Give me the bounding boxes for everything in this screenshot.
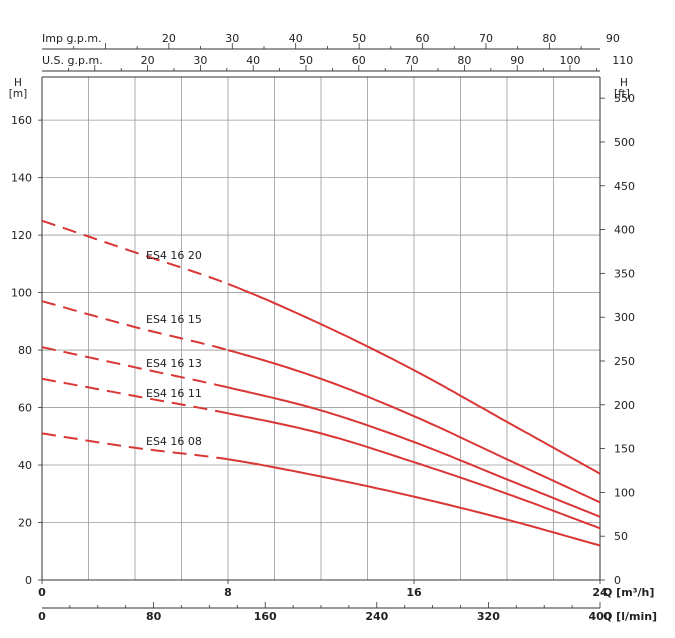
imp-gpm-tick-label: 50	[352, 32, 366, 45]
x-m3h-tick-label: 0	[38, 586, 46, 599]
x-m3h-axis-title: Q [m³/h]	[603, 586, 654, 599]
imp-gpm-tick-label: 40	[289, 32, 303, 45]
us-gpm-tick-label: 60	[352, 54, 366, 67]
right-axis-unit: [ft]	[614, 88, 630, 100]
imp-gpm-tick-label: 20	[162, 32, 176, 45]
us-gpm-tick-label: 40	[246, 54, 260, 67]
y-ft-tick-label: 200	[614, 399, 635, 412]
series-line-dashed-2	[41, 346, 229, 389]
y-m-tick-label: 80	[18, 344, 32, 357]
us-gpm-tick-label: 50	[299, 54, 313, 67]
imp-gpm-tick-label: 60	[416, 32, 430, 45]
y-ft-tick-label: 550	[614, 92, 635, 105]
series-label-1: ES4 16 15	[146, 313, 202, 326]
series-line-dashed-4	[41, 432, 229, 461]
series-label-0: ES4 16 20	[146, 249, 202, 262]
x-m3h-tick-label: 24	[592, 586, 608, 599]
y-ft-tick-label: 400	[614, 224, 635, 237]
us-gpm-tick-label: 110	[612, 54, 633, 67]
imp-gpm-tick-label: 90	[606, 32, 620, 45]
axes	[38, 43, 605, 609]
x-lmin-tick-label: 240	[365, 610, 388, 623]
x-lmin-tick-label: 0	[38, 610, 46, 623]
us-gpm-axis-title: U.S. g.p.m.	[42, 54, 103, 67]
x-lmin-tick-label: 80	[146, 610, 162, 623]
series-labels: ES4 16 20 ES4 16 15 ES4 16 13 ES4 16 11 ES4 …	[146, 249, 202, 448]
series-line-solid-3	[227, 412, 601, 530]
x-lmin-tick-label: 320	[477, 610, 500, 623]
y-ft-tick-label: 250	[614, 355, 635, 368]
y-m-tick-label: 120	[11, 229, 32, 242]
x-lmin-tick-label: 160	[254, 610, 277, 623]
right-axis-title: H	[620, 77, 628, 89]
y-ft-tick-label: 500	[614, 136, 635, 149]
x-lmin-axis-title: Q [l/min]	[603, 610, 657, 623]
y-ft-tick-label: 150	[614, 443, 635, 456]
y-ft-tick-label: 0	[614, 574, 621, 587]
y-ft-tick-label: 350	[614, 267, 635, 280]
y-m-tick-label: 140	[11, 172, 32, 185]
y-m-tick-label: 60	[18, 402, 32, 415]
series-line-dashed-0	[41, 219, 229, 285]
us-gpm-tick-label: 20	[141, 54, 155, 67]
y-m-tick-label: 40	[18, 459, 32, 472]
left-axis-unit: [m]	[9, 88, 27, 100]
imp-gpm-axis-title: Imp g.p.m.	[42, 32, 102, 45]
imp-gpm-tick-label: 30	[225, 32, 239, 45]
left-axis-title: H	[14, 77, 22, 89]
y-m-tick-label: 100	[11, 287, 32, 300]
series-line-dashed-3	[41, 377, 229, 415]
us-gpm-tick-label: 70	[405, 54, 419, 67]
series-label-2: ES4 16 13	[146, 357, 202, 370]
y-m-tick-label: 160	[11, 114, 32, 127]
series-line-solid-1	[227, 349, 601, 504]
y-m-tick-label: 0	[25, 574, 32, 587]
series-label-3: ES4 16 11	[146, 387, 202, 400]
imp-gpm-tick-label: 70	[479, 32, 493, 45]
series-line-solid-4	[227, 458, 601, 547]
y-ft-tick-label: 50	[614, 530, 628, 543]
us-gpm-tick-label: 100	[560, 54, 581, 67]
y-m-tick-label: 20	[18, 517, 32, 530]
y-ft-tick-label: 300	[614, 311, 635, 324]
us-gpm-tick-label: 80	[457, 54, 471, 67]
us-gpm-tick-label: 30	[193, 54, 207, 67]
series-line-solid-0	[227, 282, 601, 475]
x-m3h-tick-label: 8	[224, 586, 232, 599]
x-m3h-tick-label: 16	[406, 586, 422, 599]
grid	[42, 77, 600, 580]
y-ft-tick-label: 100	[614, 486, 635, 499]
us-gpm-tick-label: 90	[510, 54, 524, 67]
imp-gpm-tick-label: 80	[542, 32, 556, 45]
series-lines	[41, 219, 601, 547]
x-lmin-tick-label: 400	[589, 610, 612, 623]
series-line-solid-2	[227, 386, 601, 518]
series-line-dashed-1	[41, 300, 229, 352]
y-ft-tick-label: 450	[614, 180, 635, 193]
series-label-4: ES4 16 08	[146, 435, 202, 448]
